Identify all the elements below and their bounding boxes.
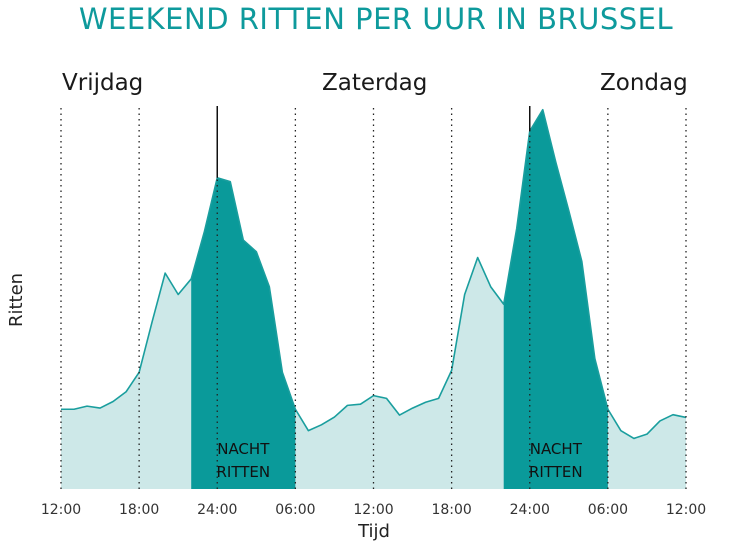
night-rides-area-2 <box>503 109 608 489</box>
night-label-line2-2: RITTEN <box>529 463 583 481</box>
x-tick-label: 12:00 <box>666 502 706 518</box>
x-tick-label: 24:00 <box>510 502 550 518</box>
x-tick-label: 06:00 <box>275 502 315 518</box>
day-label-vrijdag: Vrijdag <box>62 70 144 96</box>
x-tick-label: 12:00 <box>41 502 81 518</box>
night-label-line1-2: NACHT <box>530 440 583 458</box>
day-label-zaterdag: Zaterdag <box>322 70 428 96</box>
x-tick-label: 18:00 <box>119 502 159 518</box>
x-tick-label: 24:00 <box>197 502 237 518</box>
y-axis-label: Ritten <box>6 273 27 327</box>
day-label-zondag: Zondag <box>600 70 688 96</box>
x-axis-label: Tijd <box>357 521 390 542</box>
night-label-line2-1: RITTEN <box>216 463 270 481</box>
night-label-line1-1: NACHT <box>217 440 270 458</box>
x-tick-label: 06:00 <box>588 502 628 518</box>
chart-title: WEEKEND RITTEN PER UUR IN BRUSSEL <box>78 2 674 36</box>
x-tick-label: 12:00 <box>353 502 393 518</box>
x-tick-label: 18:00 <box>431 502 471 518</box>
rides-series-line <box>61 108 687 440</box>
